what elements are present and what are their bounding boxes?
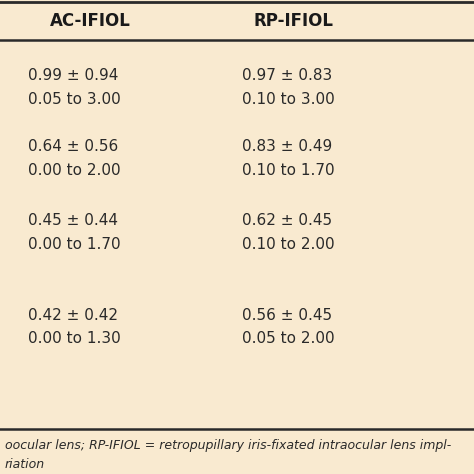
Text: 0.05 to 2.00: 0.05 to 2.00 xyxy=(242,331,334,346)
Text: 0.10 to 2.00: 0.10 to 2.00 xyxy=(242,237,334,252)
Text: 0.05 to 3.00: 0.05 to 3.00 xyxy=(28,92,121,107)
Text: 0.56 ± 0.45: 0.56 ± 0.45 xyxy=(242,308,332,323)
Text: 0.64 ± 0.56: 0.64 ± 0.56 xyxy=(28,139,118,155)
Text: 0.00 to 2.00: 0.00 to 2.00 xyxy=(28,163,121,178)
Text: 0.45 ± 0.44: 0.45 ± 0.44 xyxy=(28,213,118,228)
Text: 0.00 to 1.30: 0.00 to 1.30 xyxy=(28,331,121,346)
Text: 0.00 to 1.70: 0.00 to 1.70 xyxy=(28,237,121,252)
Text: AC-IFIOL: AC-IFIOL xyxy=(50,12,130,30)
Text: 0.10 to 1.70: 0.10 to 1.70 xyxy=(242,163,334,178)
Text: riation: riation xyxy=(5,458,45,471)
Text: 0.99 ± 0.94: 0.99 ± 0.94 xyxy=(28,68,119,83)
Text: 0.62 ± 0.45: 0.62 ± 0.45 xyxy=(242,213,332,228)
Text: 0.42 ± 0.42: 0.42 ± 0.42 xyxy=(28,308,118,323)
Text: 0.83 ± 0.49: 0.83 ± 0.49 xyxy=(242,139,332,155)
Text: 0.10 to 3.00: 0.10 to 3.00 xyxy=(242,92,335,107)
Text: oocular lens; RP-IFIOL = retropupillary iris-fixated intraocular lens impl-: oocular lens; RP-IFIOL = retropupillary … xyxy=(5,439,451,452)
Text: RP-IFIOL: RP-IFIOL xyxy=(254,12,334,30)
Text: 0.97 ± 0.83: 0.97 ± 0.83 xyxy=(242,68,332,83)
